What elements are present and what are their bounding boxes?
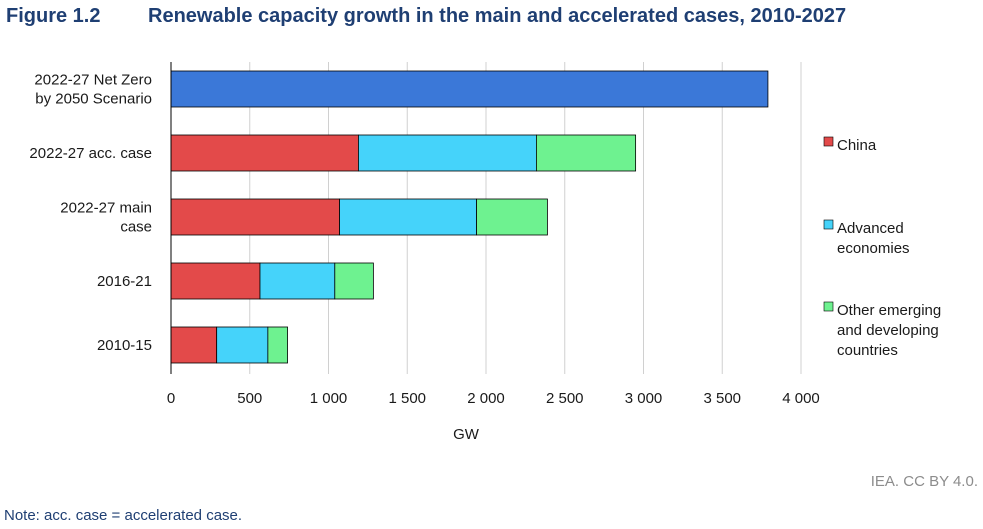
legend-swatch (823, 136, 834, 147)
x-axis-label: GW (453, 426, 480, 443)
category-label: 2022-27 main (60, 200, 152, 217)
bar-segment (358, 134, 537, 172)
bar-segment (536, 134, 637, 172)
x-tick-label: 1 500 (388, 390, 426, 407)
x-tick-label: 2 500 (546, 390, 584, 407)
x-tick-label: 500 (237, 390, 262, 407)
legend-label: China (837, 137, 877, 154)
bar-segment (170, 134, 359, 172)
legend-label: Advanced (837, 220, 904, 237)
gridlines (249, 62, 802, 374)
bar-segment (259, 262, 336, 300)
category-label: case (120, 219, 152, 236)
category-label: 2022-27 Net Zero (34, 72, 152, 89)
legend-label: countries (837, 342, 898, 359)
bar-segment (339, 198, 477, 236)
x-tick-label: 3 500 (703, 390, 741, 407)
bar-segment (334, 262, 374, 300)
x-tick-label: 2 000 (467, 390, 505, 407)
category-label: 2010-15 (97, 337, 152, 354)
bars (170, 70, 769, 364)
legend-swatch (823, 301, 834, 312)
bar-segment (170, 198, 340, 236)
legend-label: Other emerging (837, 302, 941, 319)
bar-segment (267, 326, 288, 364)
bar-segment (476, 198, 548, 236)
chart-title: Renewable capacity growth in the main an… (148, 5, 847, 27)
x-tick-label: 0 (167, 390, 175, 407)
bar-segment (216, 326, 269, 364)
category-label: 2016-21 (97, 273, 152, 290)
footnote: Note: acc. case = accelerated case. (4, 507, 243, 524)
legend-label: and developing (837, 322, 939, 339)
legend: China Advanced economies Other emerging and … (823, 136, 941, 359)
legend-label: economies (837, 240, 910, 257)
x-tick-label: 3 000 (625, 390, 663, 407)
bar-segment (170, 326, 218, 364)
figure-label: Figure 1.2 (6, 5, 101, 27)
x-tick-label: 4 000 (782, 390, 820, 407)
x-tick-label: 1 000 (310, 390, 348, 407)
source-credit: IEA. CC BY 4.0. (870, 473, 978, 490)
legend-swatch (823, 219, 834, 230)
bar-segment (170, 70, 769, 108)
category-label: 2022-27 acc. case (29, 145, 152, 162)
category-label: by 2050 Scenario (35, 91, 152, 108)
axes: 0 500 1 000 1 500 2 000 2 500 3 000 3 500 4 000 G… (29, 62, 820, 443)
bar-segment (170, 262, 261, 300)
